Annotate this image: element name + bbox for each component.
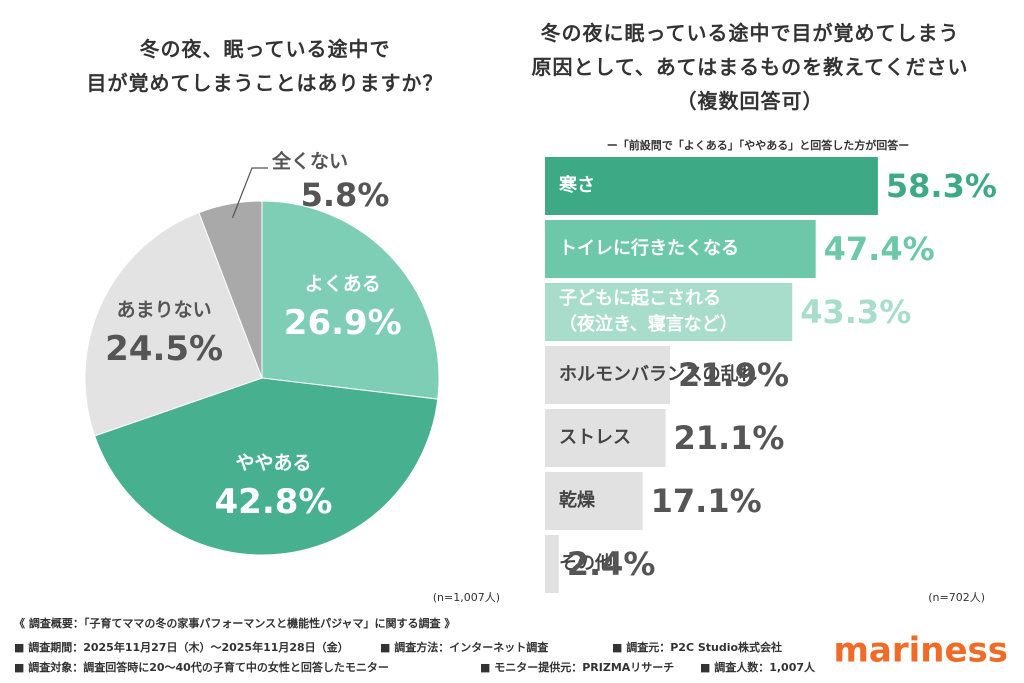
pie-slice <box>198 200 263 379</box>
slice-value: 42.8% <box>215 482 333 522</box>
bar-category: 乾燥 <box>559 489 596 511</box>
bar-category: ストレス <box>559 427 631 448</box>
bar-category: 子どもに起こされる（夜泣き、寝言など） <box>559 287 738 335</box>
slice-label: ややある <box>236 452 312 474</box>
bar <box>545 157 878 215</box>
bar <box>545 346 671 404</box>
slice-value: 24.5% <box>105 329 223 369</box>
footer-item: ■ 調査方法：インターネット調査 <box>380 640 548 654</box>
footer-heading: 《 調査概要：「子育てママの冬の家事パフォーマンスと機能性パジャマ」に関する調査… <box>14 616 455 630</box>
bar-value: 17.1% <box>651 482 762 520</box>
bar-value: 2.4% <box>567 545 656 583</box>
bar-category: その他 <box>559 552 613 574</box>
footer-item: ■ 調査人数：1,007人 <box>700 660 816 674</box>
bar-subtitle: ー「前設問で「よくある」「ややある」と回答した方が回答ー <box>607 138 910 152</box>
slice-value: 5.8% <box>301 176 390 214</box>
footer-item: ■ 調査期間：2025年11月27日（木）～2025年11月28日（金） <box>14 640 349 654</box>
pie-note: (n=1,007人) <box>433 591 500 604</box>
pie-slice <box>84 211 263 437</box>
slice-label: よくある <box>305 273 381 295</box>
footer-item: ■ モニター提供元：PRIZMAリサーチ <box>480 660 674 674</box>
bar-value: 21.1% <box>673 419 784 457</box>
bar <box>545 283 793 341</box>
bar-category: ホルモンバランスの乱れ <box>559 364 757 385</box>
bar-value: 58.3% <box>886 167 997 205</box>
footer-item: ■ 調査対象：調査回答時に20～40代の子育て中の女性と回答したモニター <box>14 660 389 674</box>
bar-category: 寒さ <box>558 174 595 196</box>
bar <box>545 472 643 530</box>
bar-note: (n=702人) <box>928 591 985 604</box>
bar-value: 47.4% <box>824 230 935 268</box>
bar-value: 21.9% <box>678 356 789 394</box>
bar <box>545 535 559 593</box>
bar-title: 冬の夜に眠っている途中で目が覚めてしまう原因として、あてはまるものを教えてくださ… <box>532 21 969 113</box>
callout-line <box>231 167 268 219</box>
slice-label: 全くない <box>271 150 348 173</box>
pie-slice <box>261 200 440 400</box>
brand-logo: mariness <box>833 631 1008 671</box>
pie-title: 冬の夜、眠っている途中で目が覚めてしまうことはありますか？ <box>87 37 444 95</box>
bar <box>545 220 816 278</box>
pie-slice <box>94 377 439 556</box>
bar-category: トイレに行きたくなる <box>559 237 739 259</box>
slice-label: あまりない <box>117 299 212 321</box>
bar-value: 43.3% <box>800 293 911 331</box>
slice-value: 26.9% <box>284 303 402 343</box>
bar <box>545 409 666 467</box>
footer-item: ■ 調査元：P2C Studio株式会社 <box>612 640 782 654</box>
